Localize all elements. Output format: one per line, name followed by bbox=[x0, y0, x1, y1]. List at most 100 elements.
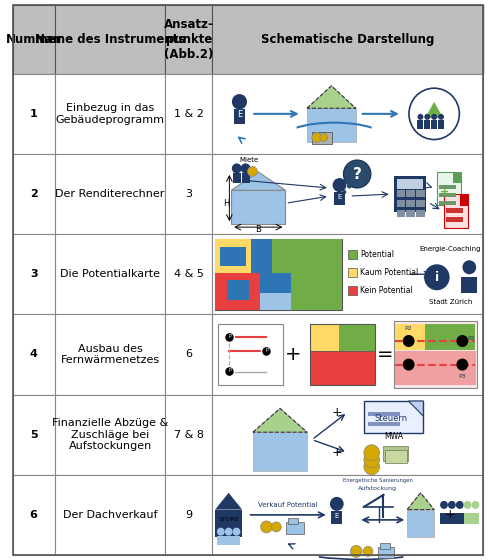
Text: 5: 5 bbox=[30, 430, 38, 440]
Bar bbox=[215, 239, 342, 310]
Bar bbox=[447, 513, 455, 524]
Bar bbox=[396, 179, 422, 189]
Text: E: E bbox=[337, 194, 341, 200]
Text: B: B bbox=[255, 225, 261, 234]
Circle shape bbox=[423, 264, 448, 290]
Circle shape bbox=[455, 358, 468, 371]
Bar bbox=[165, 395, 212, 475]
Text: P2: P2 bbox=[466, 335, 473, 340]
Bar bbox=[393, 321, 476, 388]
Bar bbox=[333, 192, 344, 205]
Circle shape bbox=[363, 459, 379, 475]
Bar bbox=[287, 518, 297, 524]
Text: 6: 6 bbox=[185, 349, 192, 360]
Circle shape bbox=[462, 260, 475, 274]
Text: Einbezug in das
Gebäudeprogramm: Einbezug in das Gebäudeprogramm bbox=[56, 103, 164, 125]
Bar bbox=[443, 194, 468, 228]
Bar bbox=[452, 171, 460, 183]
Text: +: + bbox=[331, 446, 342, 459]
Bar bbox=[430, 120, 436, 129]
Text: E: E bbox=[236, 110, 242, 119]
Text: Nummer: Nummer bbox=[5, 33, 62, 46]
Text: 6: 6 bbox=[30, 510, 38, 520]
Bar bbox=[232, 536, 240, 545]
Circle shape bbox=[417, 114, 423, 120]
Circle shape bbox=[363, 452, 379, 468]
Text: +: + bbox=[439, 187, 448, 197]
Bar bbox=[407, 510, 433, 537]
Circle shape bbox=[439, 501, 447, 509]
Circle shape bbox=[224, 528, 232, 536]
Bar bbox=[394, 324, 424, 350]
Bar bbox=[233, 109, 245, 124]
Polygon shape bbox=[407, 401, 423, 416]
Circle shape bbox=[319, 133, 327, 142]
Bar bbox=[220, 248, 245, 266]
Bar bbox=[367, 422, 400, 426]
Circle shape bbox=[261, 347, 271, 356]
Bar bbox=[394, 351, 475, 385]
Text: Steuern: Steuern bbox=[373, 414, 407, 423]
Text: Energie-Coaching: Energie-Coaching bbox=[419, 246, 480, 251]
Bar bbox=[396, 190, 405, 197]
Text: 4: 4 bbox=[30, 349, 38, 360]
Bar bbox=[285, 522, 303, 534]
Bar bbox=[212, 475, 482, 555]
Bar bbox=[55, 314, 165, 395]
Bar bbox=[212, 395, 482, 475]
Text: Kein Potential: Kein Potential bbox=[360, 286, 412, 295]
Polygon shape bbox=[425, 102, 442, 118]
Circle shape bbox=[260, 521, 272, 533]
Text: Verkauf Potential: Verkauf Potential bbox=[258, 502, 317, 508]
Text: i: i bbox=[434, 271, 438, 284]
Bar bbox=[331, 511, 342, 524]
Bar bbox=[406, 190, 414, 197]
Bar bbox=[13, 5, 482, 74]
Text: P2: P2 bbox=[404, 326, 412, 332]
Bar bbox=[165, 74, 212, 154]
Bar bbox=[311, 132, 331, 143]
Circle shape bbox=[349, 545, 362, 557]
Bar bbox=[215, 273, 259, 310]
Bar bbox=[309, 352, 374, 385]
Polygon shape bbox=[306, 86, 355, 108]
Circle shape bbox=[343, 160, 370, 188]
Text: STORE: STORE bbox=[218, 517, 239, 522]
Bar bbox=[231, 190, 285, 224]
Text: 1: 1 bbox=[30, 109, 38, 119]
Bar bbox=[55, 475, 165, 555]
Circle shape bbox=[408, 88, 458, 139]
Bar bbox=[396, 210, 405, 217]
Text: H: H bbox=[223, 199, 229, 208]
Bar bbox=[406, 210, 414, 217]
Bar bbox=[165, 314, 212, 395]
Bar bbox=[212, 5, 482, 74]
Circle shape bbox=[338, 197, 341, 199]
Bar bbox=[226, 280, 249, 300]
Text: Aufstockung: Aufstockung bbox=[357, 487, 396, 491]
Circle shape bbox=[402, 335, 414, 347]
Bar bbox=[445, 324, 474, 350]
Bar bbox=[347, 268, 357, 277]
Circle shape bbox=[402, 358, 414, 371]
Bar bbox=[338, 324, 374, 352]
Bar bbox=[55, 74, 165, 154]
Text: 2: 2 bbox=[30, 189, 38, 199]
Circle shape bbox=[470, 501, 478, 509]
Bar bbox=[13, 314, 55, 395]
Text: Ausbau des
Fernwärmenetzes: Ausbau des Fernwärmenetzes bbox=[61, 344, 160, 365]
Bar bbox=[363, 401, 423, 433]
Text: Energetische Sanierungen: Energetische Sanierungen bbox=[342, 478, 412, 483]
Bar bbox=[165, 475, 212, 555]
Bar bbox=[13, 475, 55, 555]
Text: P: P bbox=[227, 368, 230, 373]
Text: P: P bbox=[264, 348, 267, 353]
Bar bbox=[415, 190, 424, 197]
Bar bbox=[252, 432, 306, 471]
Circle shape bbox=[224, 367, 234, 376]
Bar bbox=[367, 412, 400, 416]
Bar bbox=[415, 200, 424, 207]
Circle shape bbox=[346, 184, 351, 189]
Bar bbox=[383, 446, 407, 461]
Polygon shape bbox=[407, 493, 433, 510]
